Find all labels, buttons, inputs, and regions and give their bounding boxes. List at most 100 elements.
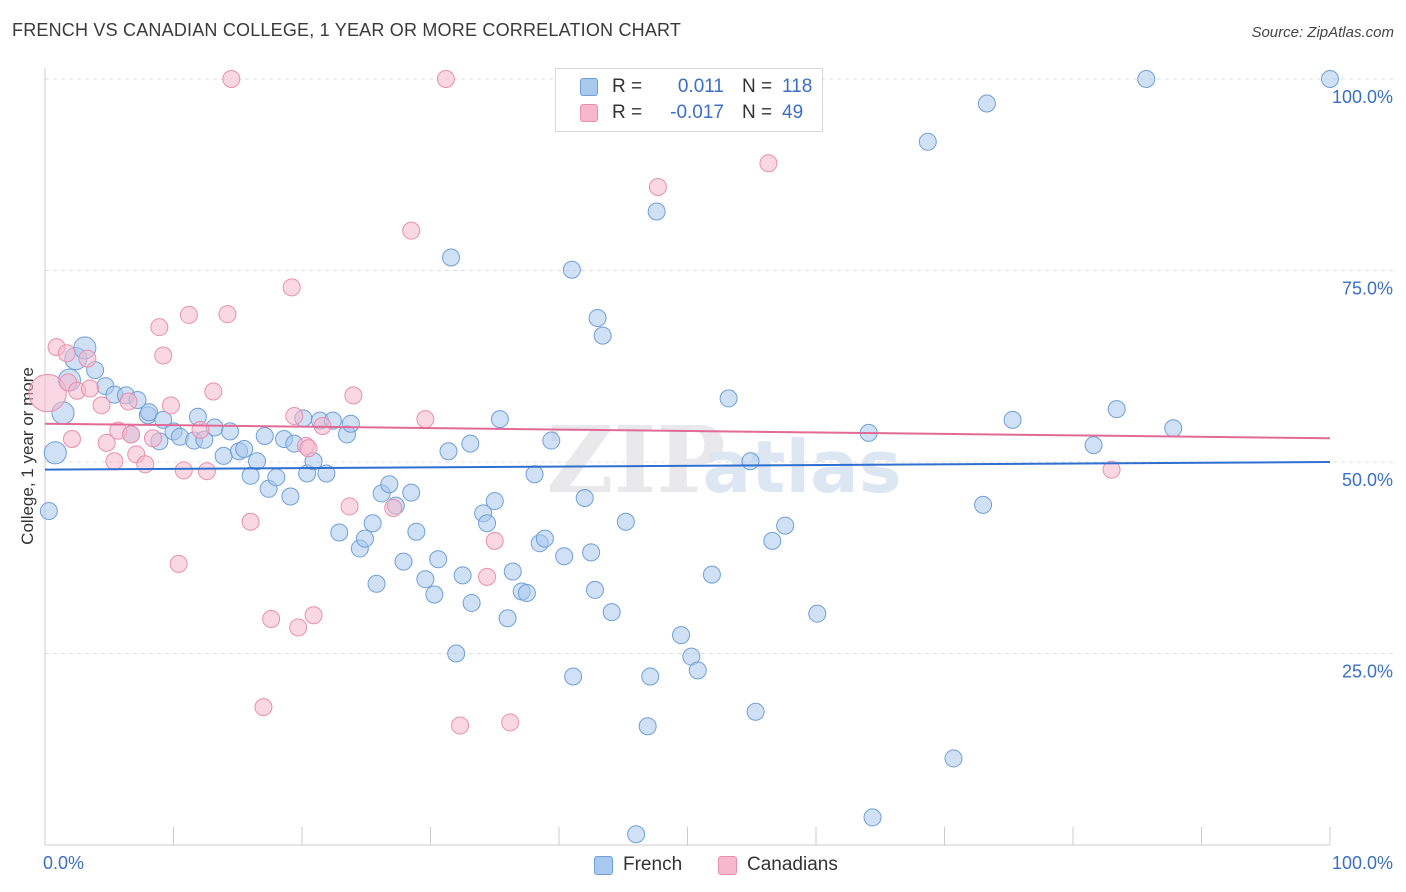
- french-point: [585, 580, 604, 599]
- french-point: [1321, 70, 1339, 88]
- canadian-point: [222, 70, 241, 88]
- watermark-text: ZIP: [546, 406, 725, 514]
- french-point: [517, 583, 536, 602]
- french-point: [355, 529, 374, 548]
- french-point: [746, 702, 765, 721]
- canadian-point: [143, 429, 162, 448]
- canadian-point: [384, 498, 403, 517]
- canadian-point: [262, 610, 281, 629]
- french-swatch: [580, 78, 598, 96]
- canadian-point: [402, 221, 421, 240]
- french-point: [627, 825, 646, 844]
- canadian-point: [92, 396, 111, 415]
- y-tick-label: 25.0%: [1342, 662, 1393, 682]
- canadian-point: [304, 606, 323, 625]
- canadian-point: [282, 278, 301, 297]
- french-point: [974, 495, 993, 514]
- french-point: [221, 422, 240, 441]
- french-point: [741, 452, 760, 471]
- french-point: [503, 562, 522, 581]
- french-point: [647, 202, 666, 221]
- french-point: [1107, 400, 1126, 419]
- french-point: [416, 570, 435, 589]
- y-tick-label: 100.0%: [1332, 87, 1393, 107]
- french-point: [672, 626, 691, 645]
- french-point: [535, 529, 554, 548]
- french-point: [330, 523, 349, 542]
- french-point: [140, 403, 159, 422]
- french-point: [429, 550, 448, 569]
- french-point: [542, 431, 561, 450]
- french-point: [562, 260, 581, 279]
- legend-r-label: R =: [612, 102, 643, 123]
- canadian-point: [436, 70, 455, 88]
- french-point: [367, 574, 386, 593]
- canadian-point: [648, 178, 667, 197]
- canadian-point: [154, 346, 173, 365]
- french-point: [763, 531, 782, 550]
- legend-n-value: 118: [782, 76, 813, 97]
- french-point: [255, 426, 274, 445]
- french-point: [461, 434, 480, 453]
- french-point: [588, 308, 607, 327]
- french-point: [407, 522, 426, 541]
- french-point: [442, 248, 461, 267]
- french-point: [380, 475, 399, 494]
- canadian-point: [501, 713, 520, 732]
- french-point: [1084, 436, 1103, 455]
- french-point: [977, 94, 996, 113]
- french-point: [235, 439, 254, 458]
- french-point: [447, 644, 466, 663]
- canadians-legend-label: Canadians: [747, 854, 838, 875]
- french-point: [719, 389, 738, 408]
- french-point: [616, 512, 635, 531]
- french-point: [394, 552, 413, 571]
- bottom-legend-french: French: [594, 852, 682, 878]
- french-point: [43, 441, 67, 465]
- french-point: [462, 593, 481, 612]
- french-point: [593, 326, 612, 345]
- french-point: [498, 609, 517, 628]
- french-point: [241, 466, 260, 485]
- french-point: [918, 132, 937, 151]
- canadian-point: [105, 452, 124, 471]
- canadian-point: [119, 392, 138, 411]
- y-tick-label: 75.0%: [1342, 279, 1393, 299]
- canadian-point: [57, 344, 76, 363]
- french-point: [453, 566, 472, 585]
- canadian-point: [161, 396, 180, 415]
- x-tick-label: 0.0%: [43, 853, 84, 873]
- canadian-point: [204, 382, 223, 401]
- trend-lines: [44, 422, 1331, 471]
- french-point: [267, 468, 286, 487]
- canadian-point: [416, 410, 435, 429]
- canadian-point: [759, 154, 778, 173]
- y-tick-label: 50.0%: [1342, 470, 1393, 490]
- french-point: [39, 502, 58, 521]
- french-point: [641, 667, 660, 686]
- french-point: [1137, 70, 1156, 88]
- canadian-point: [1102, 460, 1121, 479]
- french-point: [363, 514, 382, 533]
- french-point: [702, 565, 721, 584]
- french-point: [688, 661, 707, 680]
- canadian-point: [478, 567, 497, 586]
- french-point: [863, 808, 882, 827]
- legend-n-label: N =: [742, 102, 773, 123]
- french-point: [582, 543, 601, 562]
- canadian-point: [285, 407, 304, 426]
- canadian-trend-line: [44, 422, 1331, 440]
- french-point: [564, 667, 583, 686]
- french-point: [808, 604, 827, 623]
- legend-n-value: 49: [782, 102, 804, 123]
- canadian-point: [174, 461, 193, 480]
- french-point: [638, 717, 657, 736]
- canadian-point: [340, 497, 359, 516]
- canadian-point: [485, 531, 504, 550]
- canadian-point: [344, 386, 363, 405]
- canadian-point: [136, 455, 155, 474]
- gridlines: [45, 78, 1394, 654]
- bottom-legend-canadians: Canadians: [718, 852, 838, 878]
